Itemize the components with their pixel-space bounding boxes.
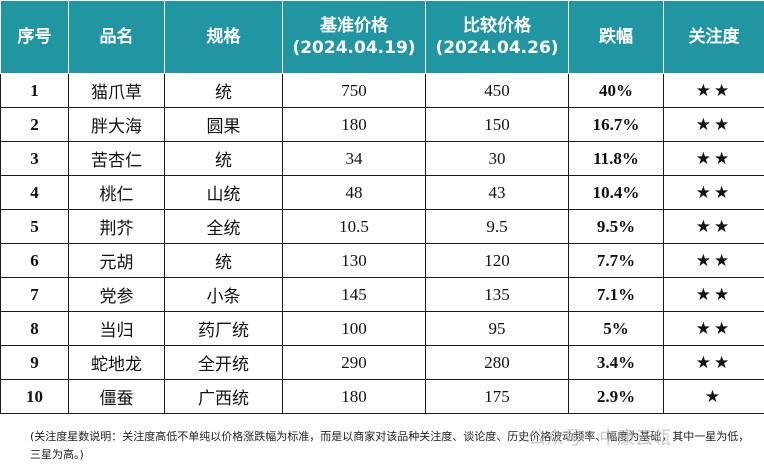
table-body: 1 猫爪草统 750 450 40% ★★ 2 胖大海 圆果 180 150 16.7% ★★ 3 苦杏仁统…	[0, 73, 764, 414]
cell-index: 8	[0, 311, 69, 346]
cell-base-price: 130	[282, 243, 426, 278]
header-base-price-date: (2024.04.19)	[292, 38, 416, 58]
cell-name: 猫爪草	[68, 73, 165, 108]
cell-compare-price: 9.5	[425, 209, 569, 244]
table-header-row: 序号 品名 规格 基准价格 (2024.04.19) 比较价格 (2024.04…	[0, 0, 764, 74]
cell-name: 荆芥	[68, 209, 165, 244]
cell-name: 桃仁	[68, 175, 165, 210]
cell-index: 7	[0, 277, 69, 312]
table-row: 7 党参 小条 145 135 7.1% ★★	[0, 277, 764, 312]
table-row: 5 荆芥 全统 10.5 9.5 9.5% ★★	[0, 209, 764, 244]
cell-attention-stars: ★★	[663, 107, 764, 142]
attention-note: (关注度星数说明：关注度高低不单纯以价格涨跌幅为标准，而是以商家对该品种关注度、…	[30, 430, 750, 461]
watermark: 公众号 · 中康云瓴	[528, 428, 672, 449]
header-index: 序号	[0, 0, 69, 74]
header-compare-price-title: 比较价格	[463, 16, 531, 36]
cell-attention-stars: ★★	[663, 277, 764, 312]
cell-spec: 统	[164, 73, 283, 108]
cell-compare-price: 120	[425, 243, 569, 278]
cell-change: 9.5%	[568, 209, 664, 244]
cell-name: 胖大海	[68, 107, 165, 142]
cell-base-price: 34	[282, 141, 426, 176]
cell-compare-price: 95	[425, 311, 569, 346]
cell-spec: 小条	[164, 277, 283, 312]
cell-compare-price: 150	[425, 107, 569, 142]
cell-attention-stars: ★	[663, 379, 764, 414]
cell-change: 11.8%	[568, 141, 664, 176]
cell-spec: 全开统	[164, 345, 283, 380]
cell-name: 苦杏仁	[68, 141, 165, 176]
table-row: 4 桃仁 山统 48 43 10.4% ★★	[0, 175, 764, 210]
cell-change: 3.4%	[568, 345, 664, 380]
cell-name: 僵蚕	[68, 379, 165, 414]
cell-base-price: 750	[282, 73, 426, 108]
cell-compare-price: 135	[425, 277, 569, 312]
header-base-price-title: 基准价格	[320, 16, 388, 36]
cell-attention-stars: ★★	[663, 175, 764, 210]
cell-spec: 圆果	[164, 107, 283, 142]
cell-spec: 广西统	[164, 379, 283, 414]
cell-compare-price: 450	[425, 73, 569, 108]
table-row: 1 猫爪草统 750 450 40% ★★	[0, 73, 764, 108]
cell-spec: 全统	[164, 209, 283, 244]
cell-index: 6	[0, 243, 69, 278]
cell-base-price: 180	[282, 379, 426, 414]
cell-attention-stars: ★★	[663, 311, 764, 346]
cell-change: 7.1%	[568, 277, 664, 312]
cell-change: 16.7%	[568, 107, 664, 142]
header-change: 跌幅	[568, 0, 664, 74]
table-row: 2 胖大海 圆果 180 150 16.7% ★★	[0, 107, 764, 142]
header-base-price: 基准价格 (2024.04.19)	[282, 0, 426, 74]
cell-name: 蛇地龙	[68, 345, 165, 380]
cell-change: 5%	[568, 311, 664, 346]
cell-compare-price: 43	[425, 175, 569, 210]
cell-spec: 山统	[164, 175, 283, 210]
cell-index: 9	[0, 345, 69, 380]
cell-compare-price: 280	[425, 345, 569, 380]
cell-attention-stars: ★★	[663, 209, 764, 244]
cell-base-price: 100	[282, 311, 426, 346]
cell-change: 40%	[568, 73, 664, 108]
cell-base-price: 145	[282, 277, 426, 312]
table-row: 10 僵蚕 广西统 180 175 2.9% ★	[0, 379, 764, 414]
header-compare-price-date: (2024.04.26)	[435, 38, 559, 58]
cell-change: 7.7%	[568, 243, 664, 278]
cell-index: 5	[0, 209, 69, 244]
cell-index: 4	[0, 175, 69, 210]
cell-spec: 药厂统	[164, 311, 283, 346]
cell-name: 元胡	[68, 243, 165, 278]
cell-index: 10	[0, 379, 69, 414]
table-row: 3 苦杏仁统 34 30 11.8% ★★	[0, 141, 764, 176]
cell-change: 2.9%	[568, 379, 664, 414]
cell-change: 10.4%	[568, 175, 664, 210]
cell-name: 党参	[68, 277, 165, 312]
price-table: 序号 品名 规格 基准价格 (2024.04.19) 比较价格 (2024.04…	[0, 0, 764, 414]
header-spec: 规格	[164, 0, 283, 74]
cell-spec: 统	[164, 243, 283, 278]
cell-attention-stars: ★★	[663, 345, 764, 380]
table-row: 6 元胡统 130 120 7.7% ★★	[0, 243, 764, 278]
header-attention: 关注度	[663, 0, 764, 74]
cell-name: 当归	[68, 311, 165, 346]
cell-base-price: 48	[282, 175, 426, 210]
table-row: 8 当归 药厂统 100 95 5% ★★	[0, 311, 764, 346]
cell-attention-stars: ★★	[663, 141, 764, 176]
cell-index: 2	[0, 107, 69, 142]
header-compare-price: 比较价格 (2024.04.26)	[425, 0, 569, 74]
cell-base-price: 10.5	[282, 209, 426, 244]
cell-compare-price: 30	[425, 141, 569, 176]
cell-index: 3	[0, 141, 69, 176]
table-row: 9 蛇地龙 全开统 290 280 3.4% ★★	[0, 345, 764, 380]
cell-attention-stars: ★★	[663, 243, 764, 278]
cell-index: 1	[0, 73, 69, 108]
cell-base-price: 180	[282, 107, 426, 142]
cell-base-price: 290	[282, 345, 426, 380]
cell-compare-price: 175	[425, 379, 569, 414]
cell-attention-stars: ★★	[663, 73, 764, 108]
cell-spec: 统	[164, 141, 283, 176]
header-name: 品名	[68, 0, 165, 74]
